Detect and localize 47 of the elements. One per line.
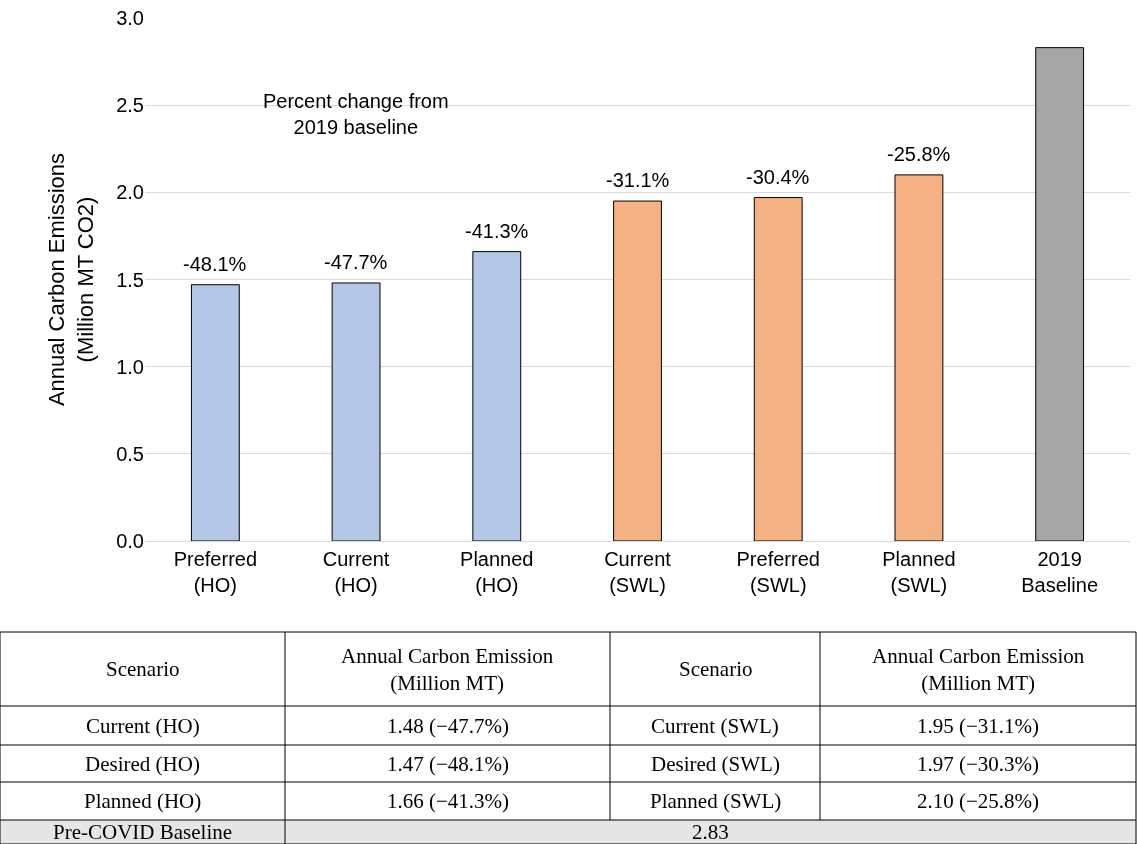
text: 1.47 (−48.1%) xyxy=(387,752,510,776)
annotation: -25.8% xyxy=(887,143,951,165)
x-tick-label: Preferred (HO) xyxy=(173,548,258,596)
x-tick-label: Current (SWL) xyxy=(604,548,672,596)
bar xyxy=(1035,47,1085,541)
annotation: -41.3% xyxy=(465,220,529,242)
text: 1.66 (−41.3%) xyxy=(387,789,510,813)
x-tick-label: Preferred (SWL) xyxy=(736,548,820,596)
annotation: -47.7% xyxy=(324,251,388,273)
text: 2.10 (−25.8%) xyxy=(917,789,1040,813)
text: Desired (SWL) xyxy=(651,752,780,776)
annotation: Percent change from 2019 baseline xyxy=(263,90,449,138)
y-tick-label: 0.5 xyxy=(116,442,144,465)
annotation: -30.4% xyxy=(746,166,810,188)
annotation: -31.1% xyxy=(606,169,670,191)
y-axis-title: Annual Carbon Emissions (Million MT CO2) xyxy=(44,152,98,407)
bar xyxy=(190,284,240,541)
x-tick-label: Planned (SWL) xyxy=(882,548,956,596)
annotation: -48.1% xyxy=(183,253,247,275)
text: Annual Carbon Emission (Million MT) xyxy=(872,644,1085,696)
bar xyxy=(331,282,381,541)
text: Current (SWL) xyxy=(651,714,779,738)
text: Annual Carbon Emission (Million MT) xyxy=(341,644,554,696)
y-tick-label: 1.5 xyxy=(116,268,144,291)
bar xyxy=(472,251,522,541)
bar xyxy=(753,197,803,541)
y-tick-label: 2.5 xyxy=(116,94,144,117)
y-tick-label: 2.0 xyxy=(116,181,144,204)
text: Planned (SWL) xyxy=(650,789,782,813)
x-tick-label: 2019 Baseline xyxy=(1021,548,1098,596)
text: 1.95 (−31.1%) xyxy=(917,714,1040,738)
y-tick-label: 1.0 xyxy=(116,355,144,378)
x-tick-label: Current (HO) xyxy=(322,548,390,596)
y-tick-label: 3.0 xyxy=(116,7,144,29)
y-tick-label: 0.0 xyxy=(116,530,144,552)
text: Scenario xyxy=(679,657,753,681)
text: Scenario xyxy=(106,657,180,681)
bar xyxy=(613,200,662,541)
x-tick-label: Planned (HO) xyxy=(460,548,534,596)
text: Desired (HO) xyxy=(85,752,200,776)
text: 1.97 (−30.3%) xyxy=(917,752,1040,776)
text: 1.48 (−47.7%) xyxy=(387,714,510,738)
text: Pre-COVID Baseline xyxy=(53,820,233,844)
text: Current (HO) xyxy=(86,714,200,738)
text: Planned (HO) xyxy=(84,789,202,813)
text: 2.83 xyxy=(692,820,729,844)
bar xyxy=(894,174,944,541)
